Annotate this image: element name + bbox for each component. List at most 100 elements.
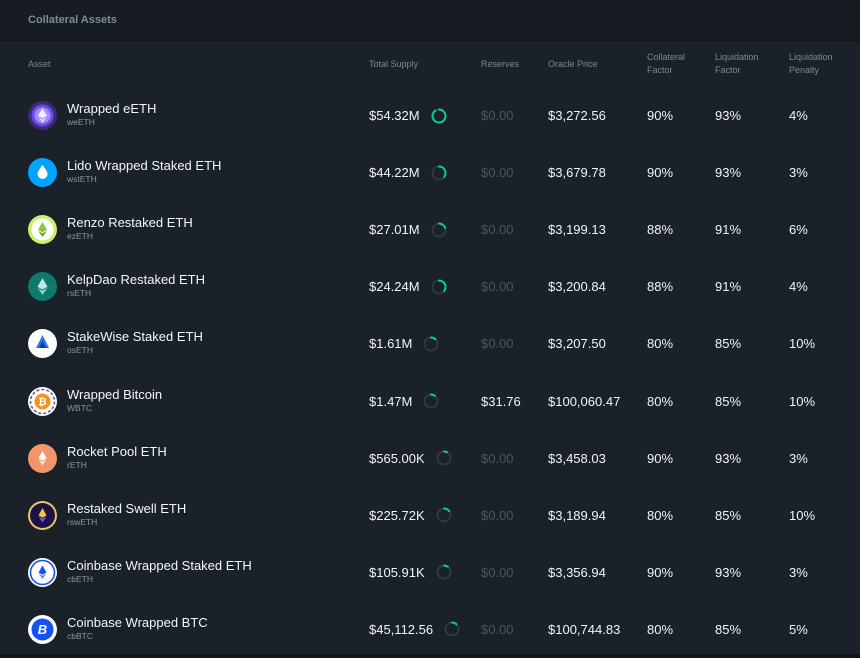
- liquidation-penalty-cell: 3%: [789, 144, 860, 201]
- liquidation-penalty-value: 3%: [789, 450, 808, 466]
- asset-name: Wrapped Bitcoin: [67, 386, 163, 402]
- table-row[interactable]: Rocket Pool ETH rETH $565.00K $0.00 $3,458.0…: [0, 430, 860, 487]
- asset-symbol: weETH: [67, 117, 95, 128]
- reserves-value: $0.00: [481, 564, 514, 580]
- table-row[interactable]: Restaked Swell ETH rswETH $225.72K $0.00 $3,…: [0, 487, 860, 544]
- liquidation-factor-cell: 93%: [715, 544, 789, 601]
- reserves-cell: $0.00: [481, 144, 548, 201]
- reserves-cell: $0.00: [481, 601, 548, 658]
- liquidation-factor-value: 85%: [715, 336, 742, 352]
- liquidation-factor-value: 93%: [715, 450, 742, 466]
- column-header-reserves[interactable]: Reserves: [481, 58, 520, 69]
- table-row[interactable]: StakeWise Staked ETH osETH $1.61M $0.00 $3,2…: [0, 315, 860, 372]
- oracle-price-cell: $3,679.78: [548, 144, 647, 201]
- collateral-assets-table: Asset Total Supply Reserves Oracle Price…: [0, 41, 860, 658]
- asset-symbol: rsETH: [67, 288, 92, 299]
- column-header-liquidation-factor[interactable]: Liquidation Factor: [715, 52, 759, 75]
- asset-cell: Rocket Pool ETH rETH: [0, 430, 369, 487]
- column-header-total-supply[interactable]: Total Supply: [369, 58, 419, 69]
- total-supply-value: $24.24M: [369, 279, 420, 295]
- oracle-price-cell: $3,200.84: [548, 258, 647, 315]
- collateral-factor-value: 90%: [647, 108, 674, 124]
- supply-utilization-ring: [423, 336, 439, 352]
- collateral-factor-value: 90%: [647, 165, 674, 181]
- wbtc-icon: ₿: [28, 386, 57, 416]
- total-supply-cell: $44.22M: [369, 144, 481, 201]
- reserves-value: $0.00: [481, 450, 514, 466]
- supply-utilization-ring: [436, 450, 452, 466]
- reserves-cell: $0.00: [481, 487, 548, 544]
- liquidation-penalty-value: 6%: [789, 222, 808, 238]
- oracle-price-cell: $3,207.50: [548, 315, 647, 372]
- collateral-factor-cell: 90%: [647, 144, 715, 201]
- liquidation-penalty-value: 10%: [789, 336, 816, 352]
- oracle-price-cell: $3,272.56: [548, 87, 647, 144]
- total-supply-value: $54.32M: [369, 108, 420, 124]
- oracle-price-value: $3,200.84: [548, 279, 606, 295]
- liquidation-factor-cell: 85%: [715, 487, 789, 544]
- collateral-factor-value: 80%: [647, 507, 674, 523]
- oracle-price-cell: $100,060.47: [548, 372, 647, 429]
- column-header-oracle-price[interactable]: Oracle Price: [548, 58, 598, 69]
- table-row[interactable]: KelpDao Restaked ETH rsETH $24.24M $0.00 $3,…: [0, 258, 860, 315]
- reserves-cell: $0.00: [481, 201, 548, 258]
- liquidation-factor-value: 85%: [715, 507, 742, 523]
- table-row[interactable]: Wrapped eETH weETH $54.32M $0.00 $3,272.56 90…: [0, 87, 860, 144]
- total-supply-cell: $24.24M: [369, 258, 481, 315]
- supply-utilization-ring: [431, 108, 447, 124]
- liquidation-factor-cell: 93%: [715, 430, 789, 487]
- table-row[interactable]: B Coinbase Wrapped BTC cbBTC $45,112.56 $0.0…: [0, 601, 860, 658]
- total-supply-value: $225.72K: [369, 507, 425, 523]
- reserves-cell: $0.00: [481, 315, 548, 372]
- table-row[interactable]: ₿ Wrapped Bitcoin WBTC $1.47M $31.76 $100,060…: [0, 372, 860, 429]
- liquidation-penalty-value: 5%: [789, 621, 808, 637]
- oracle-price-value: $3,679.78: [548, 165, 606, 181]
- oracle-price-cell: $100,744.83: [548, 601, 647, 658]
- asset-cell: Restaked Swell ETH rswETH: [0, 487, 369, 544]
- asset-name: Coinbase Wrapped Staked ETH: [67, 557, 252, 573]
- column-header-asset[interactable]: Asset: [28, 58, 51, 69]
- oracle-price-value: $100,060.47: [548, 393, 621, 409]
- liquidation-factor-value: 85%: [715, 621, 742, 637]
- oracle-price-value: $3,189.94: [548, 507, 606, 523]
- collateral-factor-cell: 80%: [647, 372, 715, 429]
- collateral-factor-value: 88%: [647, 279, 674, 295]
- liquidation-penalty-cell: 3%: [789, 544, 860, 601]
- table-row[interactable]: Lido Wrapped Staked ETH wstETH $44.22M $0.0…: [0, 144, 860, 201]
- cbeth-icon: [28, 557, 57, 587]
- oracle-price-value: $3,458.03: [548, 450, 606, 466]
- reserves-value: $0.00: [481, 279, 514, 295]
- liquidation-factor-cell: 93%: [715, 144, 789, 201]
- liquidation-factor-cell: 85%: [715, 315, 789, 372]
- asset-symbol: cbBTC: [67, 630, 93, 641]
- asset-cell: ₿ Wrapped Bitcoin WBTC: [0, 372, 369, 429]
- supply-utilization-ring: [431, 165, 447, 181]
- liquidation-factor-value: 85%: [715, 393, 742, 409]
- collateral-factor-cell: 90%: [647, 430, 715, 487]
- collateral-factor-cell: 88%: [647, 201, 715, 258]
- column-header-liquidation-penalty[interactable]: Liquidation Penalty: [789, 52, 833, 75]
- liquidation-factor-cell: 91%: [715, 201, 789, 258]
- asset-name: Coinbase Wrapped BTC: [67, 614, 208, 630]
- table-row[interactable]: Renzo Restaked ETH ezETH $27.01M $0.00 $3,19…: [0, 201, 860, 258]
- asset-name: Renzo Restaked ETH: [67, 215, 193, 231]
- reserves-cell: $0.00: [481, 430, 548, 487]
- total-supply-value: $1.47M: [369, 393, 413, 409]
- total-supply-cell: $45,112.56: [369, 601, 481, 658]
- liquidation-factor-cell: 91%: [715, 258, 789, 315]
- total-supply-cell: $225.72K: [369, 487, 481, 544]
- oracle-price-value: $3,272.56: [548, 108, 606, 124]
- collateral-factor-value: 80%: [647, 393, 674, 409]
- table-row[interactable]: Coinbase Wrapped Staked ETH cbETH $105.91K…: [0, 544, 860, 601]
- total-supply-value: $44.22M: [369, 165, 420, 181]
- asset-name: Rocket Pool ETH: [67, 443, 167, 459]
- oracle-price-value: $3,199.13: [548, 222, 606, 238]
- asset-symbol: ezETH: [67, 231, 93, 242]
- reserves-cell: $0.00: [481, 258, 548, 315]
- column-header-collateral-factor[interactable]: Collateral Factor: [647, 52, 686, 75]
- collateral-factor-value: 80%: [647, 621, 674, 637]
- panel-title: Collateral Assets: [28, 14, 117, 26]
- rseth-icon: [28, 272, 57, 302]
- collateral-factor-value: 88%: [647, 222, 674, 238]
- liquidation-penalty-value: 3%: [789, 564, 808, 580]
